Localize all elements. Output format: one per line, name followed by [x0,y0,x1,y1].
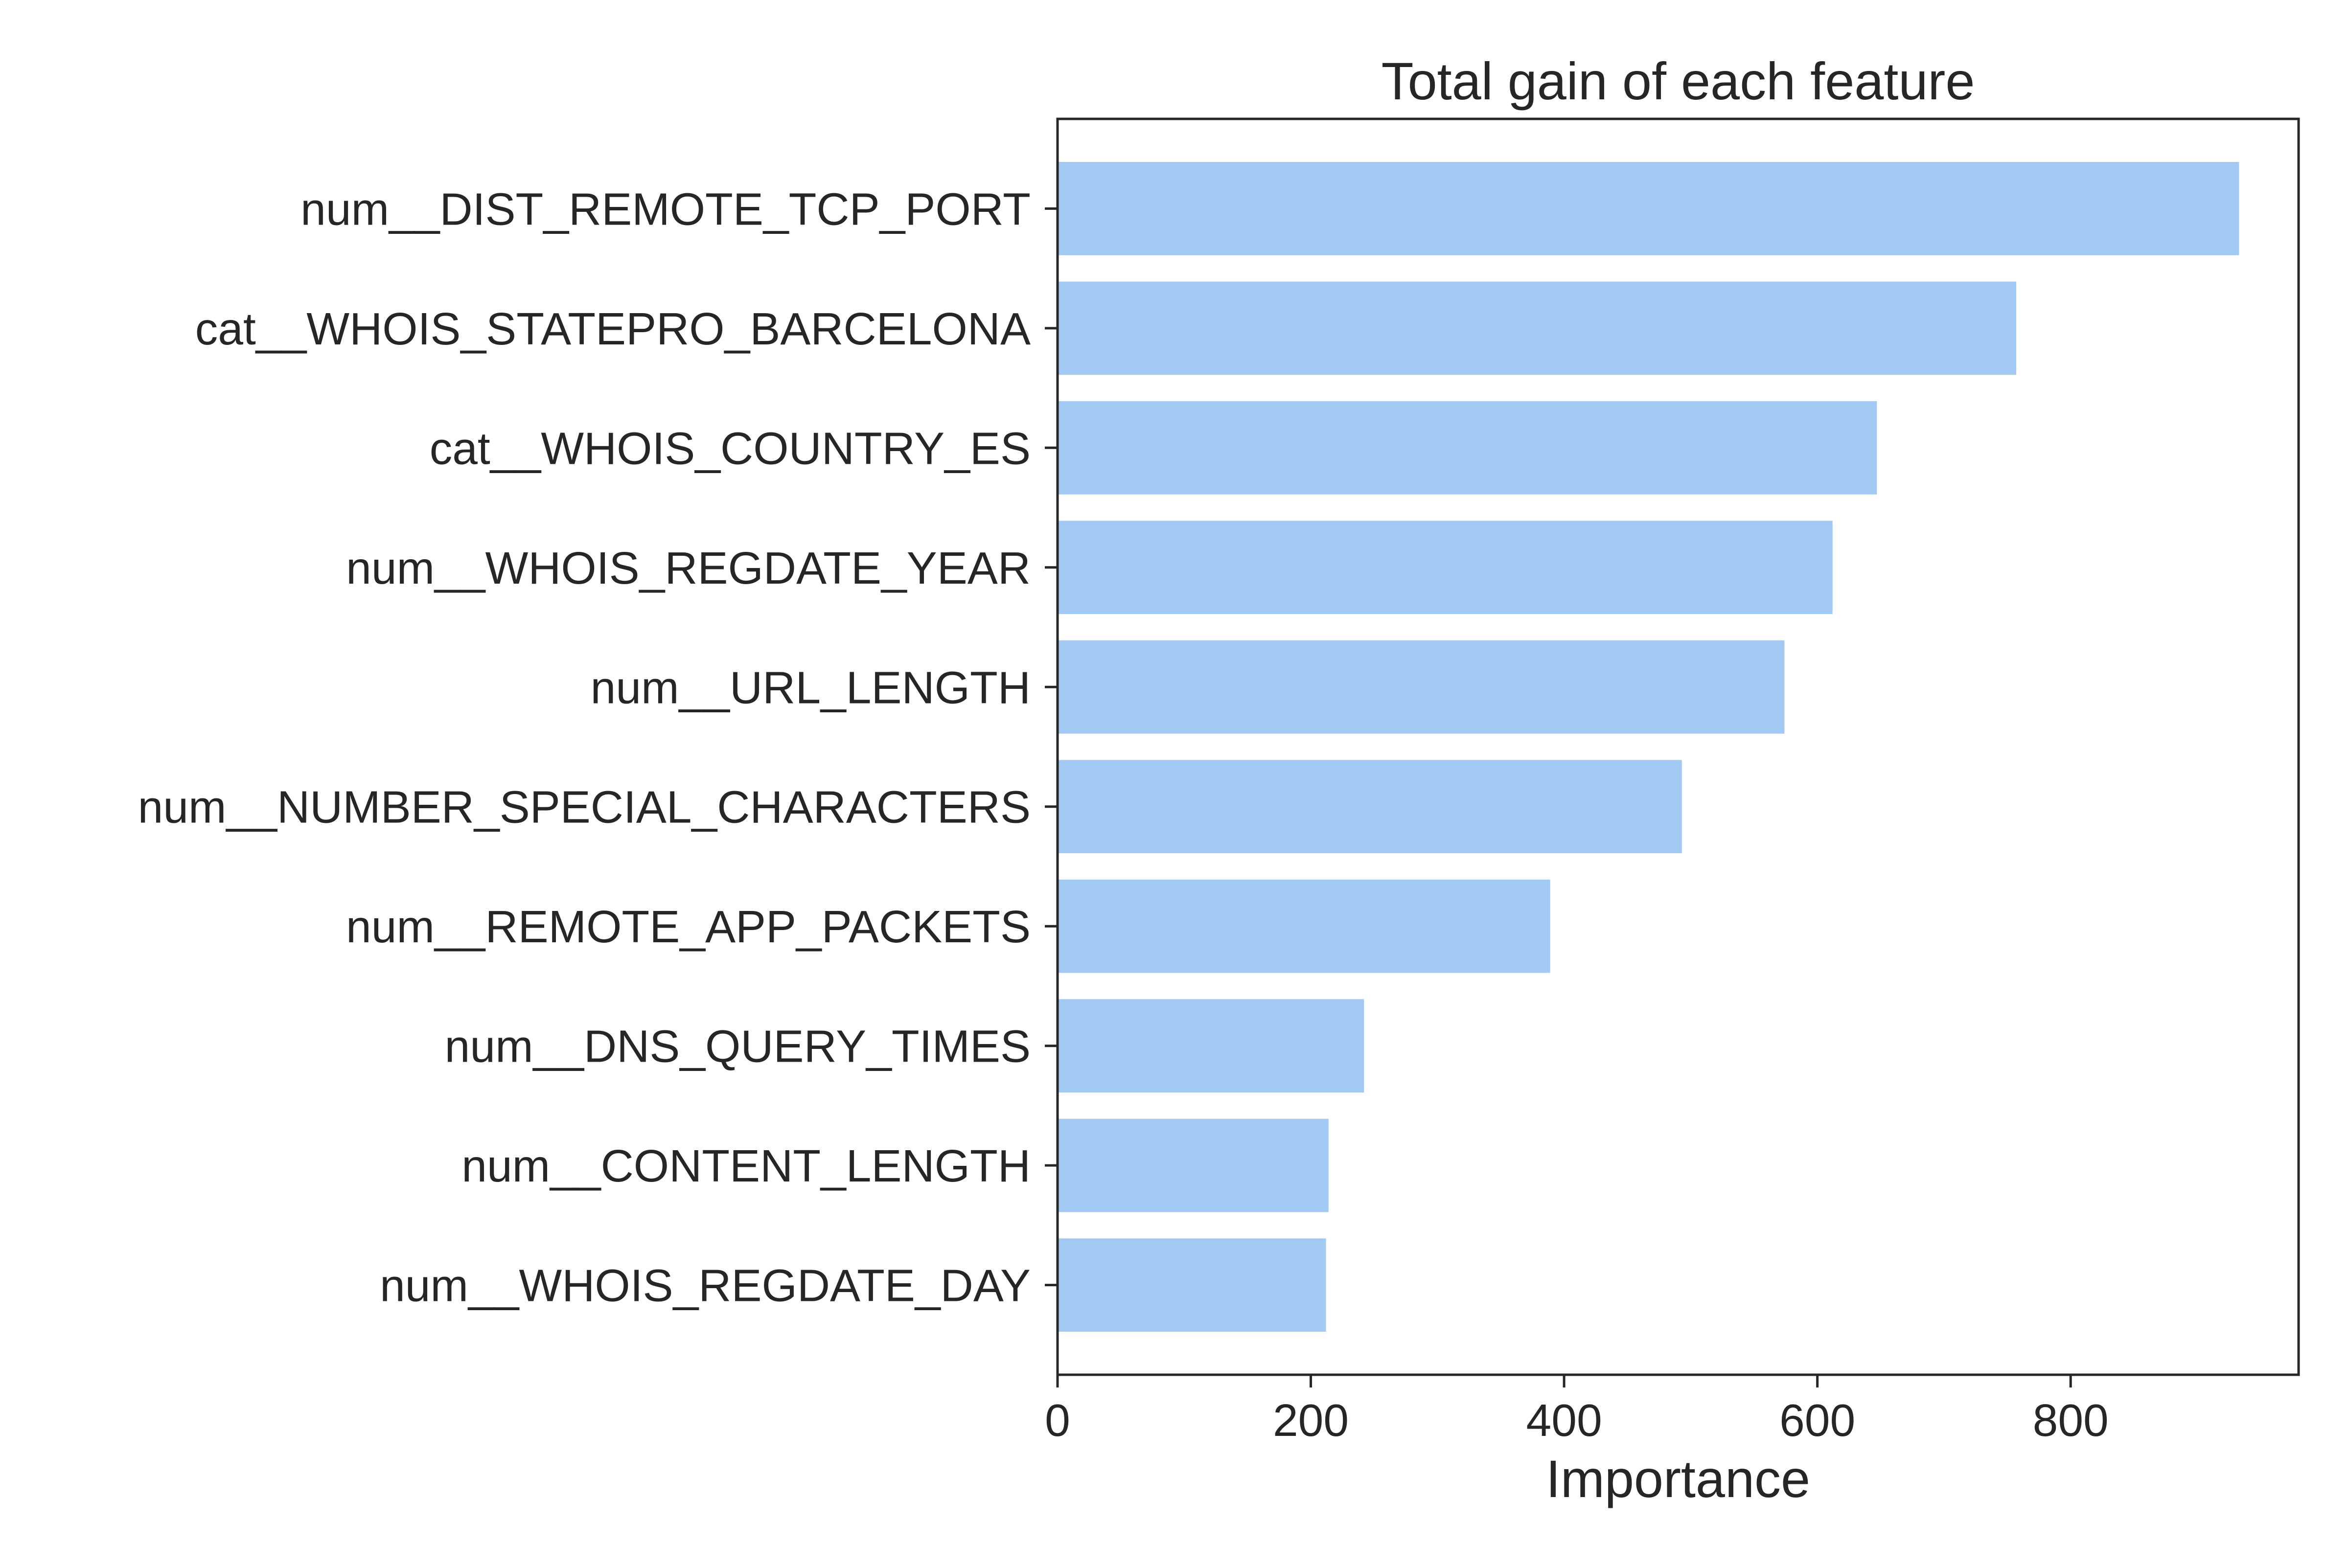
y-tick-label: num__CONTENT_LENGTH [461,1140,1031,1191]
y-tick-label: num__DIST_REMOTE_TCP_PORT [300,183,1031,234]
plot-frame [1056,117,2300,1376]
bar [1058,1238,1326,1332]
y-tick-label: num__WHOIS_REGDATE_YEAR [346,543,1031,593]
x-tick-label: 200 [1273,1395,1349,1446]
bars-layer [1058,162,2239,1332]
y-tick-label: cat__WHOIS_COUNTRY_ES [430,423,1031,474]
x-tick-label: 0 [1045,1395,1070,1446]
bar [1058,640,1785,734]
y-tick-label: cat__WHOIS_STATEPRO_BARCELONA [195,303,1031,354]
chart-title: Total gain of each feature [1382,51,1975,111]
bar [1058,879,1550,973]
y-tick-label: num__REMOTE_APP_PACKETS [346,901,1031,952]
y-tick-label: num__URL_LENGTH [591,662,1031,713]
y-tick-label: num__NUMBER_SPECIAL_CHARACTERS [138,782,1031,833]
bar [1058,281,2016,375]
bar [1058,521,1833,614]
x-tick-label: 400 [1526,1395,1602,1446]
y-tick-label: num__WHOIS_REGDATE_DAY [380,1260,1031,1311]
x-tick-label: 600 [1779,1395,1855,1446]
bar [1058,401,1877,495]
y-tick-label: num__DNS_QUERY_TIMES [445,1021,1031,1072]
bar [1058,162,2239,255]
bar [1058,1118,1329,1212]
bar [1058,999,1364,1093]
ticks-layer: num__DIST_REMOTE_TCP_PORT cat__WHOIS_STAT… [138,183,2109,1446]
x-tick-label: 800 [2033,1395,2109,1446]
bar [1058,760,1682,854]
x-axis-title: Importance [1546,1449,1810,1508]
